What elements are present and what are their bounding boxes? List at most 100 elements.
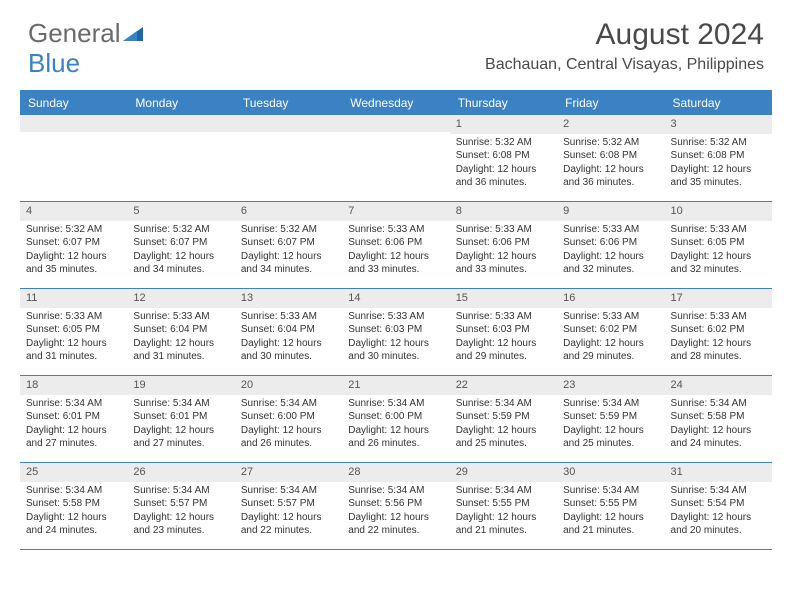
sunrise-text: Sunrise: 5:34 AM: [133, 484, 228, 498]
day-number: 10: [665, 202, 772, 221]
day-cell: 12Sunrise: 5:33 AMSunset: 6:04 PMDayligh…: [127, 289, 234, 375]
day-number: 26: [127, 463, 234, 482]
day-number: 1: [450, 115, 557, 134]
day-header-cell: Thursday: [450, 91, 557, 115]
daylight-text: Daylight: 12 hours and 33 minutes.: [348, 250, 443, 277]
sunrise-text: Sunrise: 5:33 AM: [456, 310, 551, 324]
day-number: 14: [342, 289, 449, 308]
sunrise-text: Sunrise: 5:34 AM: [241, 484, 336, 498]
sunrise-text: Sunrise: 5:34 AM: [348, 397, 443, 411]
day-cell: 10Sunrise: 5:33 AMSunset: 6:05 PMDayligh…: [665, 202, 772, 288]
day-body: Sunrise: 5:34 AMSunset: 6:01 PMDaylight:…: [127, 395, 234, 455]
day-body: Sunrise: 5:34 AMSunset: 5:59 PMDaylight:…: [557, 395, 664, 455]
daylight-text: Daylight: 12 hours and 31 minutes.: [133, 337, 228, 364]
day-header-cell: Wednesday: [342, 91, 449, 115]
title-block: August 2024 Bachauan, Central Visayas, P…: [485, 18, 764, 74]
day-cell: 2Sunrise: 5:32 AMSunset: 6:08 PMDaylight…: [557, 115, 664, 201]
day-number: 7: [342, 202, 449, 221]
daylight-text: Daylight: 12 hours and 34 minutes.: [241, 250, 336, 277]
day-cell: 23Sunrise: 5:34 AMSunset: 5:59 PMDayligh…: [557, 376, 664, 462]
day-number: 16: [557, 289, 664, 308]
sunset-text: Sunset: 6:00 PM: [348, 410, 443, 424]
sunrise-text: Sunrise: 5:34 AM: [456, 397, 551, 411]
day-number: 24: [665, 376, 772, 395]
sunset-text: Sunset: 6:07 PM: [26, 236, 121, 250]
sunset-text: Sunset: 5:55 PM: [456, 497, 551, 511]
day-header-row: SundayMondayTuesdayWednesdayThursdayFrid…: [20, 91, 772, 115]
sunset-text: Sunset: 6:06 PM: [563, 236, 658, 250]
daylight-text: Daylight: 12 hours and 25 minutes.: [563, 424, 658, 451]
day-body: Sunrise: 5:33 AMSunset: 6:03 PMDaylight:…: [450, 308, 557, 368]
week-row: 18Sunrise: 5:34 AMSunset: 6:01 PMDayligh…: [20, 376, 772, 463]
sunrise-text: Sunrise: 5:32 AM: [671, 136, 766, 150]
logo-text-blue: Blue: [28, 48, 80, 79]
day-body: Sunrise: 5:33 AMSunset: 6:06 PMDaylight:…: [557, 221, 664, 281]
daylight-text: Daylight: 12 hours and 20 minutes.: [671, 511, 766, 538]
day-cell: 22Sunrise: 5:34 AMSunset: 5:59 PMDayligh…: [450, 376, 557, 462]
day-number: 21: [342, 376, 449, 395]
day-number: 2: [557, 115, 664, 134]
sunset-text: Sunset: 6:07 PM: [133, 236, 228, 250]
week-row: 1Sunrise: 5:32 AMSunset: 6:08 PMDaylight…: [20, 115, 772, 202]
day-body: Sunrise: 5:33 AMSunset: 6:04 PMDaylight:…: [127, 308, 234, 368]
sunrise-text: Sunrise: 5:34 AM: [348, 484, 443, 498]
header: General August 2024 Bachauan, Central Vi…: [0, 0, 792, 82]
day-cell: [127, 115, 234, 201]
day-number: 11: [20, 289, 127, 308]
day-body: Sunrise: 5:34 AMSunset: 5:54 PMDaylight:…: [665, 482, 772, 542]
day-number: 4: [20, 202, 127, 221]
day-header-cell: Monday: [127, 91, 234, 115]
day-number: 17: [665, 289, 772, 308]
day-body: Sunrise: 5:34 AMSunset: 5:57 PMDaylight:…: [127, 482, 234, 542]
day-number: [127, 115, 234, 132]
day-cell: 3Sunrise: 5:32 AMSunset: 6:08 PMDaylight…: [665, 115, 772, 201]
sunrise-text: Sunrise: 5:33 AM: [348, 310, 443, 324]
sunrise-text: Sunrise: 5:33 AM: [456, 223, 551, 237]
week-row: 25Sunrise: 5:34 AMSunset: 5:58 PMDayligh…: [20, 463, 772, 550]
day-cell: 21Sunrise: 5:34 AMSunset: 6:00 PMDayligh…: [342, 376, 449, 462]
day-body: Sunrise: 5:32 AMSunset: 6:08 PMDaylight:…: [450, 134, 557, 194]
day-number: 15: [450, 289, 557, 308]
sunset-text: Sunset: 6:04 PM: [241, 323, 336, 337]
sunrise-text: Sunrise: 5:34 AM: [563, 484, 658, 498]
day-cell: 13Sunrise: 5:33 AMSunset: 6:04 PMDayligh…: [235, 289, 342, 375]
sunset-text: Sunset: 6:00 PM: [241, 410, 336, 424]
day-number: 27: [235, 463, 342, 482]
location-label: Bachauan, Central Visayas, Philippines: [485, 56, 764, 74]
day-body: Sunrise: 5:32 AMSunset: 6:07 PMDaylight:…: [127, 221, 234, 281]
day-body: Sunrise: 5:34 AMSunset: 5:58 PMDaylight:…: [20, 482, 127, 542]
sunrise-text: Sunrise: 5:34 AM: [241, 397, 336, 411]
sunrise-text: Sunrise: 5:32 AM: [133, 223, 228, 237]
daylight-text: Daylight: 12 hours and 35 minutes.: [26, 250, 121, 277]
day-cell: 30Sunrise: 5:34 AMSunset: 5:55 PMDayligh…: [557, 463, 664, 549]
month-title: August 2024: [485, 18, 764, 52]
daylight-text: Daylight: 12 hours and 27 minutes.: [26, 424, 121, 451]
daylight-text: Daylight: 12 hours and 32 minutes.: [563, 250, 658, 277]
day-body: Sunrise: 5:33 AMSunset: 6:05 PMDaylight:…: [20, 308, 127, 368]
logo: General: [28, 18, 145, 49]
day-cell: 28Sunrise: 5:34 AMSunset: 5:56 PMDayligh…: [342, 463, 449, 549]
day-number: 9: [557, 202, 664, 221]
day-body: Sunrise: 5:32 AMSunset: 6:08 PMDaylight:…: [557, 134, 664, 194]
day-cell: 8Sunrise: 5:33 AMSunset: 6:06 PMDaylight…: [450, 202, 557, 288]
sunset-text: Sunset: 6:08 PM: [563, 149, 658, 163]
sunrise-text: Sunrise: 5:32 AM: [241, 223, 336, 237]
daylight-text: Daylight: 12 hours and 36 minutes.: [563, 163, 658, 190]
daylight-text: Daylight: 12 hours and 21 minutes.: [563, 511, 658, 538]
day-cell: 16Sunrise: 5:33 AMSunset: 6:02 PMDayligh…: [557, 289, 664, 375]
day-cell: [342, 115, 449, 201]
day-cell: 19Sunrise: 5:34 AMSunset: 6:01 PMDayligh…: [127, 376, 234, 462]
sunrise-text: Sunrise: 5:32 AM: [456, 136, 551, 150]
day-cell: 5Sunrise: 5:32 AMSunset: 6:07 PMDaylight…: [127, 202, 234, 288]
daylight-text: Daylight: 12 hours and 35 minutes.: [671, 163, 766, 190]
sunset-text: Sunset: 5:59 PM: [456, 410, 551, 424]
sunset-text: Sunset: 6:03 PM: [348, 323, 443, 337]
sunrise-text: Sunrise: 5:34 AM: [26, 484, 121, 498]
day-number: 5: [127, 202, 234, 221]
sunrise-text: Sunrise: 5:33 AM: [671, 310, 766, 324]
sunset-text: Sunset: 6:06 PM: [348, 236, 443, 250]
day-body: Sunrise: 5:33 AMSunset: 6:03 PMDaylight:…: [342, 308, 449, 368]
sunset-text: Sunset: 6:07 PM: [241, 236, 336, 250]
day-body: Sunrise: 5:33 AMSunset: 6:05 PMDaylight:…: [665, 221, 772, 281]
day-header-cell: Friday: [557, 91, 664, 115]
